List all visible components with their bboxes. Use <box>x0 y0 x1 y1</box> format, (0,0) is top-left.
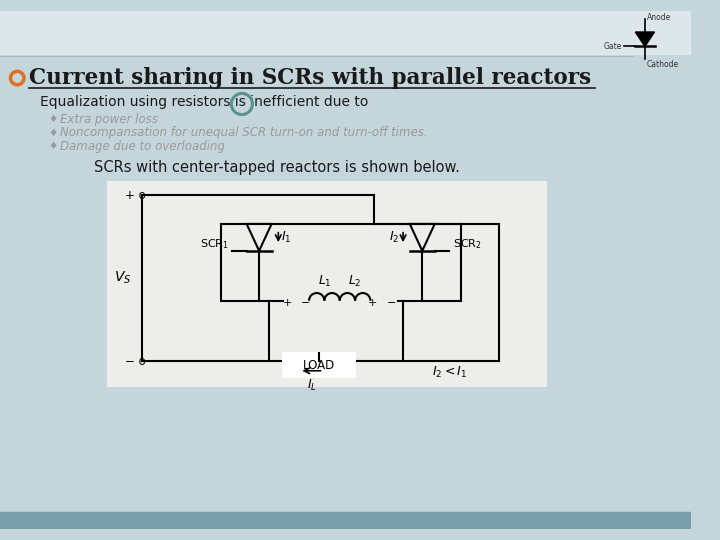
Text: $I_2$: $I_2$ <box>389 230 399 245</box>
Text: $L_2$: $L_2$ <box>348 274 362 289</box>
Bar <box>107 181 547 387</box>
Text: ♦: ♦ <box>48 128 57 138</box>
Text: $V_S$: $V_S$ <box>114 269 132 286</box>
Text: +: + <box>283 298 292 308</box>
Text: $I_1$: $I_1$ <box>282 230 292 245</box>
Text: Extra power loss: Extra power loss <box>60 113 158 126</box>
Bar <box>0 11 691 54</box>
Text: − o: − o <box>125 355 145 368</box>
Text: +: + <box>368 298 377 308</box>
Text: ♦: ♦ <box>48 114 57 124</box>
Text: Noncompansation for unequal SCR turn-on and turn-off times.: Noncompansation for unequal SCR turn-on … <box>60 126 427 139</box>
Text: $I_2 < I_1$: $I_2 < I_1$ <box>432 365 467 380</box>
Text: + o: + o <box>125 188 145 201</box>
Text: −: − <box>387 298 396 308</box>
Text: SCR$_1$: SCR$_1$ <box>199 237 228 251</box>
Text: $L_1$: $L_1$ <box>318 274 331 289</box>
Text: ♦: ♦ <box>48 141 57 151</box>
Text: Equalization using resistors is inefficient due to: Equalization using resistors is ineffici… <box>40 95 369 109</box>
Text: LOAD: LOAD <box>302 359 335 372</box>
Text: Cathode: Cathode <box>647 60 679 69</box>
Text: Anode: Anode <box>647 13 671 22</box>
Bar <box>283 353 355 377</box>
Text: SCRs with center-tapped reactors is shown below.: SCRs with center-tapped reactors is show… <box>94 160 460 175</box>
Text: Current sharing in SCRs with parallel reactors: Current sharing in SCRs with parallel re… <box>29 67 591 89</box>
Text: $I_L$: $I_L$ <box>307 377 317 393</box>
Text: −: − <box>300 298 310 308</box>
Text: Gate: Gate <box>603 42 622 51</box>
Bar <box>0 512 691 529</box>
Polygon shape <box>635 32 654 46</box>
Text: SCR$_2$: SCR$_2$ <box>453 237 482 251</box>
Text: Damage due to overloading: Damage due to overloading <box>60 140 225 153</box>
